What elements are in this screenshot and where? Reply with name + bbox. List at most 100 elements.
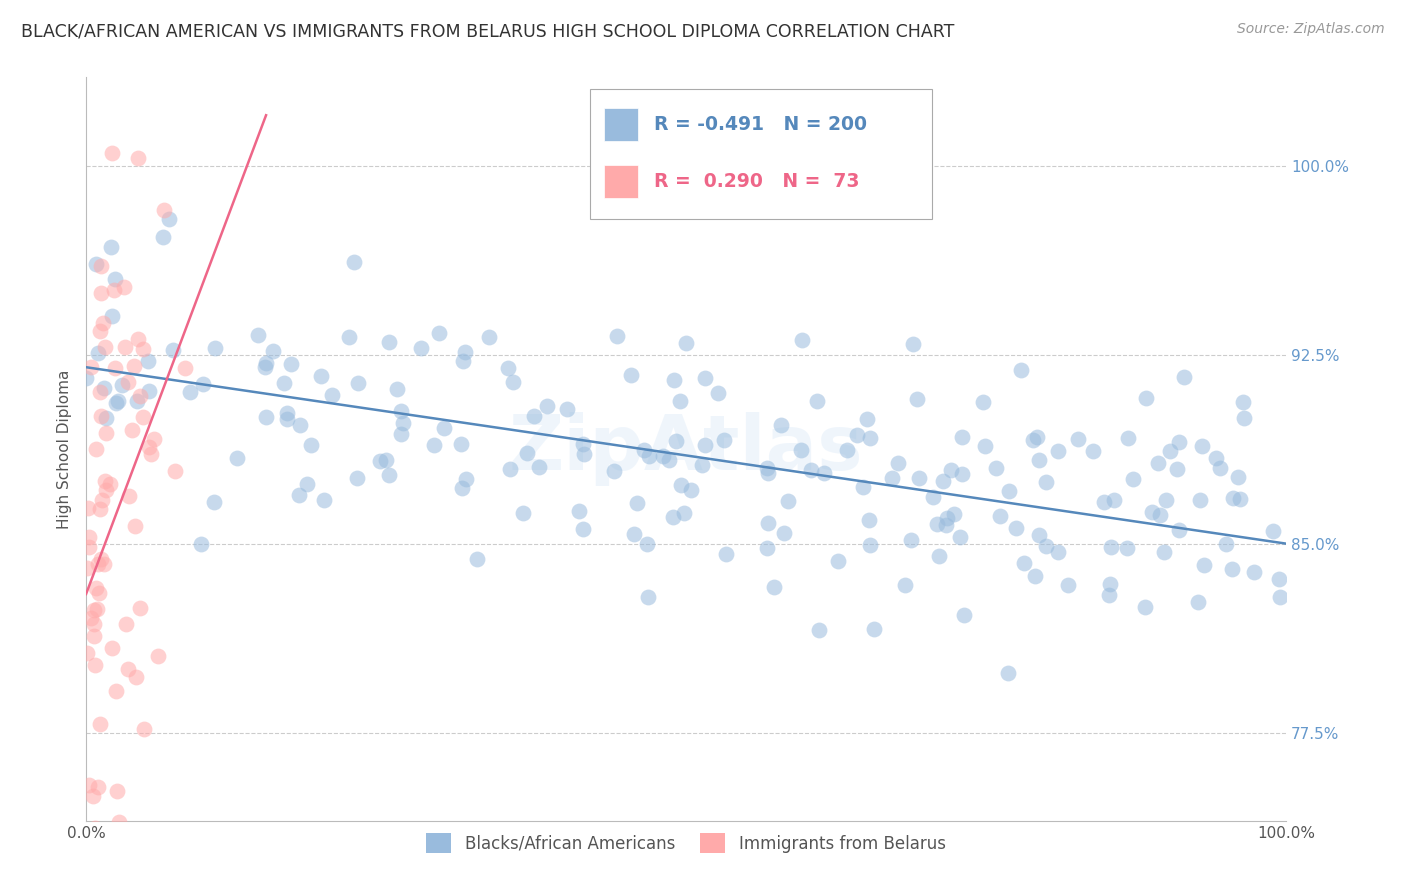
- Point: [1099, 540, 1122, 554]
- Point: [94, 475, 117, 489]
- Point: [852, 480, 875, 494]
- Point: [633, 442, 655, 457]
- Point: [89, 501, 111, 516]
- Point: [89, 586, 111, 600]
- Point: [1133, 599, 1156, 614]
- Point: [1135, 391, 1157, 405]
- Point: [451, 354, 474, 368]
- Text: R = -0.491   N = 200: R = -0.491 N = 200: [654, 115, 866, 134]
- Point: [693, 438, 716, 452]
- Point: [138, 440, 160, 454]
- Point: [101, 309, 124, 323]
- Point: [887, 456, 910, 470]
- Point: [138, 384, 160, 398]
- Point: [1149, 508, 1171, 522]
- Point: [856, 412, 879, 426]
- Point: [1010, 362, 1032, 376]
- Point: [662, 510, 685, 524]
- Point: [75, 371, 97, 385]
- Point: [990, 508, 1012, 523]
- Point: [77, 541, 100, 555]
- Point: [756, 467, 779, 481]
- Point: [191, 376, 214, 391]
- Point: [104, 360, 127, 375]
- Point: [665, 434, 688, 449]
- Point: [423, 438, 446, 452]
- Point: [1229, 492, 1251, 507]
- Point: [343, 255, 366, 269]
- Point: [606, 328, 628, 343]
- Point: [103, 271, 125, 285]
- Point: [77, 501, 100, 516]
- Point: [453, 344, 475, 359]
- Point: [280, 357, 302, 371]
- Point: [77, 833, 100, 847]
- Point: [859, 538, 882, 552]
- Point: [83, 629, 105, 643]
- Point: [808, 623, 831, 637]
- Point: [378, 335, 401, 350]
- Point: [190, 537, 212, 551]
- Point: [997, 483, 1019, 498]
- Point: [1092, 495, 1115, 509]
- Point: [1098, 589, 1121, 603]
- Point: [411, 341, 433, 355]
- Point: [288, 417, 311, 432]
- Point: [89, 385, 111, 400]
- Point: [132, 343, 155, 357]
- Point: [478, 330, 501, 344]
- Point: [132, 722, 155, 736]
- Point: [1028, 453, 1050, 467]
- Point: [173, 361, 195, 376]
- Point: [93, 381, 115, 395]
- Point: [555, 401, 578, 416]
- Point: [1209, 461, 1232, 475]
- Point: [1022, 433, 1045, 447]
- Point: [1116, 541, 1139, 556]
- Point: [932, 474, 955, 488]
- Point: [928, 549, 950, 563]
- Point: [943, 507, 966, 521]
- Point: [1220, 562, 1243, 576]
- Point: [138, 354, 160, 368]
- Point: [773, 525, 796, 540]
- Point: [124, 519, 146, 533]
- Point: [1122, 472, 1144, 486]
- Point: [756, 541, 779, 555]
- Point: [148, 648, 170, 663]
- Point: [894, 577, 917, 591]
- Point: [496, 360, 519, 375]
- Point: [347, 376, 370, 390]
- Point: [86, 581, 108, 595]
- Point: [1168, 524, 1191, 538]
- Point: [835, 443, 858, 458]
- Point: [1191, 439, 1213, 453]
- Point: [921, 490, 943, 504]
- Point: [202, 495, 225, 509]
- Point: [127, 151, 149, 165]
- Point: [301, 438, 323, 452]
- Point: [121, 423, 143, 437]
- Point: [80, 611, 103, 625]
- Point: [117, 662, 139, 676]
- Point: [997, 665, 1019, 680]
- Point: [385, 382, 408, 396]
- Point: [152, 202, 174, 217]
- Point: [846, 428, 869, 442]
- Point: [83, 657, 105, 672]
- Point: [204, 341, 226, 355]
- Point: [1004, 520, 1026, 534]
- Point: [903, 337, 925, 351]
- Point: [80, 360, 103, 375]
- Point: [1243, 565, 1265, 579]
- Point: [375, 453, 398, 467]
- Point: [112, 280, 135, 294]
- Point: [1232, 395, 1254, 409]
- Point: [295, 477, 318, 491]
- Point: [1166, 462, 1188, 476]
- Point: [859, 431, 882, 445]
- Point: [429, 326, 451, 341]
- Point: [905, 392, 928, 407]
- Point: [276, 412, 298, 426]
- Point: [790, 333, 813, 347]
